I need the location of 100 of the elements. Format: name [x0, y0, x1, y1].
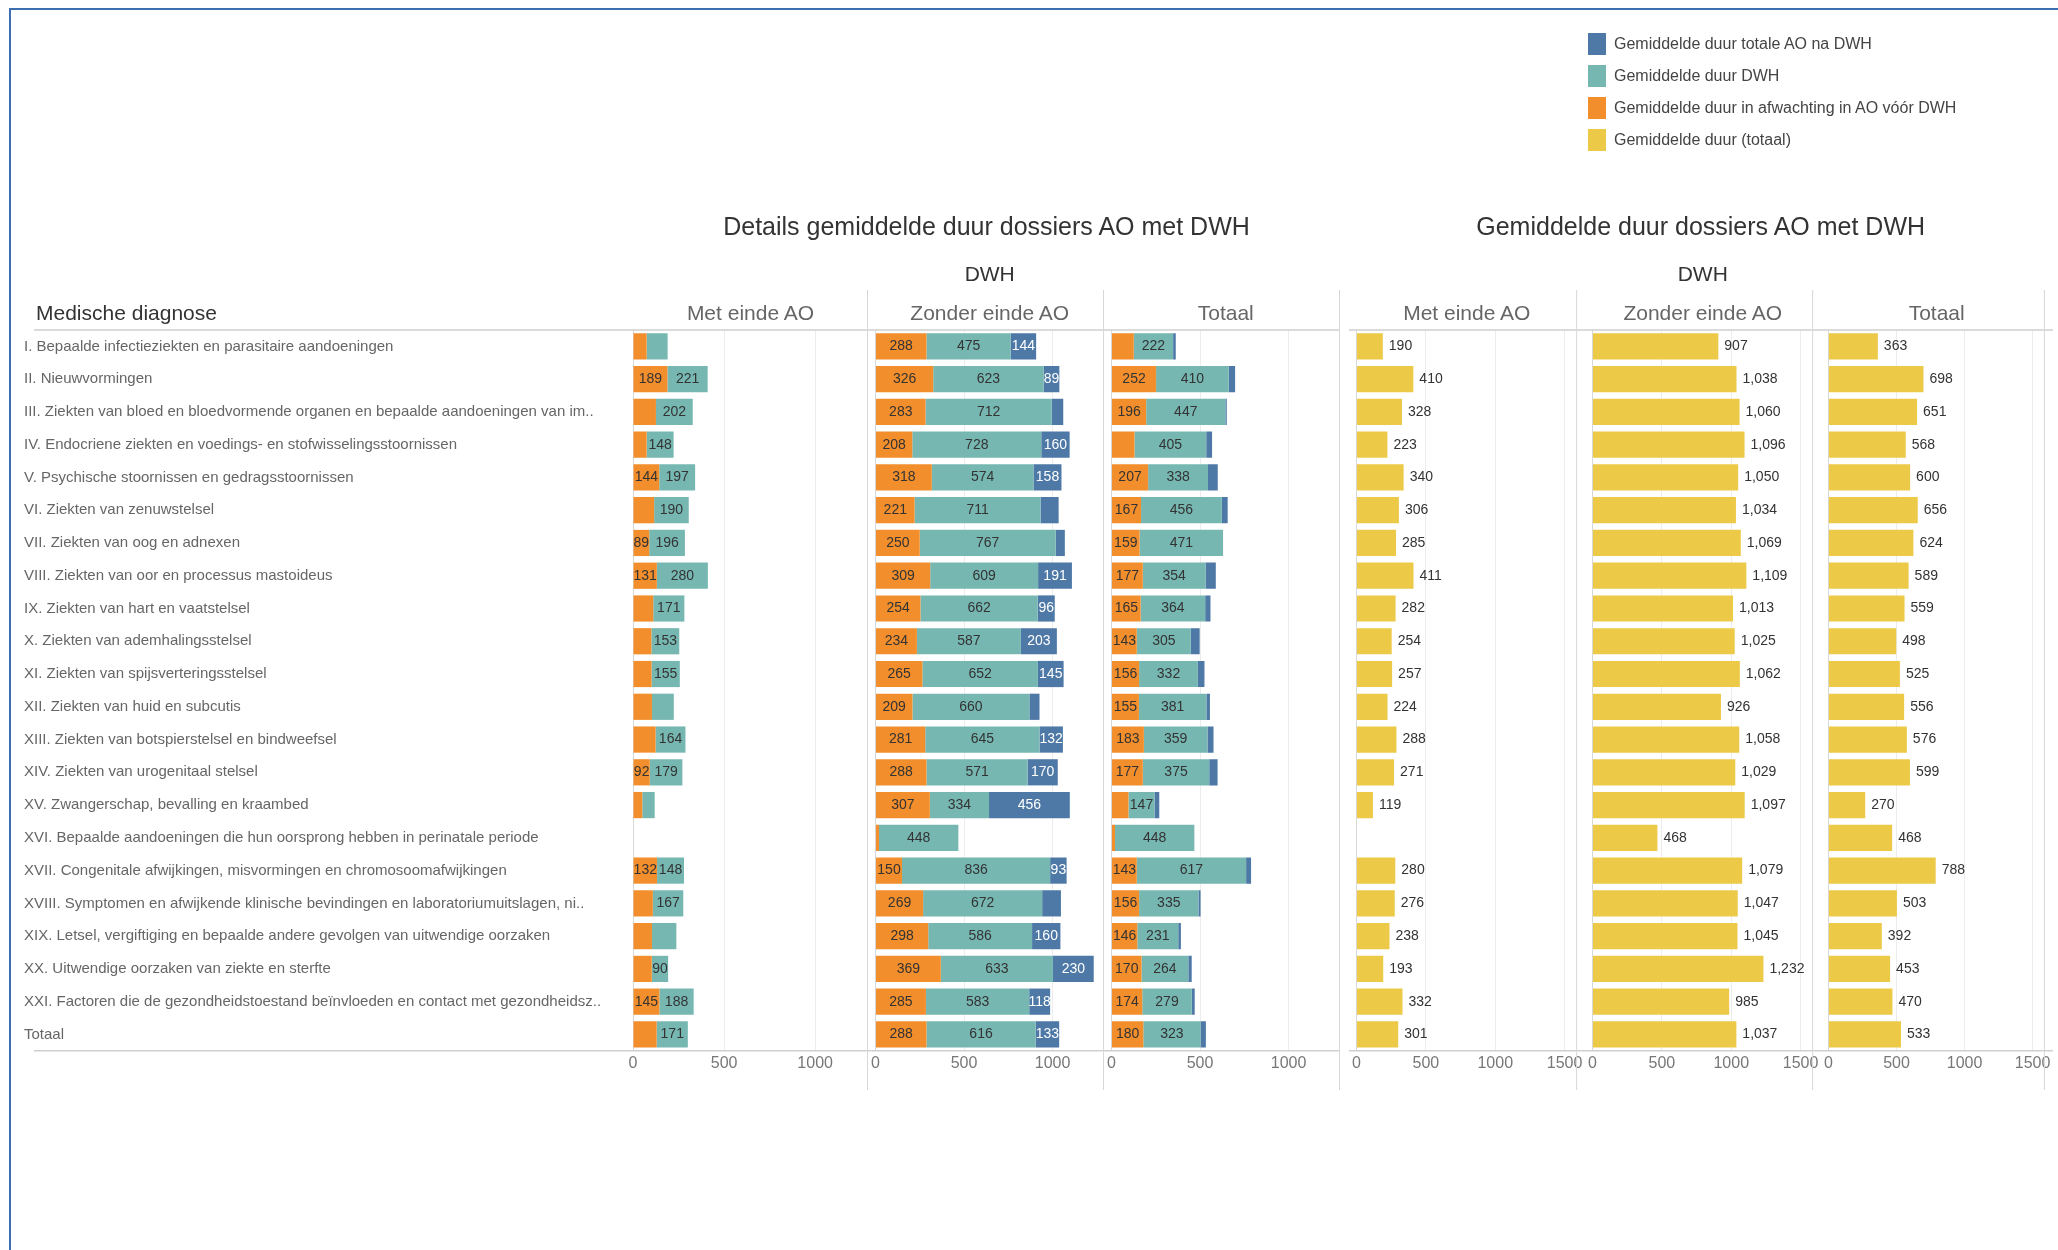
bar — [1592, 398, 1740, 426]
data-label: 470 — [1898, 992, 1922, 1009]
data-label: 179 — [654, 763, 678, 780]
data-label: 788 — [1941, 861, 1966, 878]
data-label: 145 — [1039, 664, 1063, 681]
data-label: 471 — [1169, 533, 1194, 550]
x-tick-label: 1500 — [1782, 1053, 1819, 1071]
bar — [1356, 529, 1396, 557]
bar — [1828, 529, 1914, 557]
bar — [1356, 595, 1396, 622]
bar — [1592, 562, 1747, 589]
text: Details gemiddelde duur dossiers AO met DWH — [722, 212, 1251, 241]
bar — [1828, 398, 1918, 426]
data-label: 307 — [891, 795, 915, 812]
data-label: 616 — [969, 1025, 993, 1042]
bar — [1356, 1021, 1399, 1048]
bar — [1356, 693, 1388, 720]
x-tick-label: 500 — [1648, 1053, 1676, 1071]
x-tick-label: 0 — [628, 1053, 638, 1071]
data-label: 171 — [660, 1025, 685, 1042]
data-label: 1,060 — [1745, 402, 1781, 419]
data-label: 381 — [1160, 697, 1185, 714]
data-label: 533 — [1907, 1025, 1931, 1042]
data-label: 364 — [1161, 599, 1185, 616]
x-tick-label: 500 — [1186, 1053, 1214, 1071]
data-label: 167 — [1114, 501, 1139, 518]
text: DWH — [1676, 262, 1729, 286]
x-tick-label: 1000 — [1946, 1053, 1983, 1071]
data-label: 153 — [653, 632, 678, 649]
data-label: 89 — [1043, 370, 1060, 386]
bar — [914, 497, 1041, 524]
data-label: 269 — [887, 894, 912, 911]
data-label: 155 — [654, 664, 678, 681]
data-label: 193 — [1389, 959, 1413, 976]
y-tick-label: III. Ziekten van bloed en bloedvormende organen en bepaalde aandoeningen van im.. — [24, 402, 594, 420]
bar — [1828, 628, 1897, 655]
x-tick-label: 1000 — [1270, 1053, 1307, 1071]
bar — [1205, 562, 1216, 589]
data-label: 672 — [970, 894, 995, 911]
bar — [1142, 988, 1192, 1015]
y-tick-label: XVIII. Symptomen en afwijkende klinische bevindingen en laboratoriumuitslagen, ni.. — [24, 893, 585, 911]
chart-title: Met einde AO — [1403, 301, 1531, 324]
bar — [875, 791, 930, 819]
bar — [1356, 464, 1404, 491]
x-tick-label: 500 — [950, 1053, 978, 1071]
data-label: 118 — [1028, 992, 1052, 1009]
data-label: 907 — [1724, 337, 1748, 354]
data-label: 221 — [675, 370, 700, 386]
data-label: 660 — [959, 697, 983, 714]
data-label: 767 — [976, 533, 1000, 550]
data-label: 571 — [965, 763, 989, 780]
data-label: 144 — [634, 468, 659, 485]
data-label: 468 — [1663, 828, 1687, 845]
data-label: 617 — [1179, 861, 1204, 878]
bar — [1136, 857, 1247, 884]
data-label: 326 — [892, 370, 917, 386]
data-label: 156 — [1113, 894, 1138, 911]
data-label: 119 — [1378, 795, 1402, 812]
bar — [653, 595, 685, 622]
data-label: 207 — [1118, 468, 1142, 485]
data-label: 158 — [1035, 468, 1060, 485]
data-label: 475 — [956, 337, 981, 354]
bar — [926, 759, 1028, 786]
data-label: 143 — [1112, 861, 1137, 878]
data-label: 453 — [1896, 959, 1920, 976]
bar — [926, 1021, 1036, 1048]
data-label: 148 — [658, 861, 683, 878]
bar — [1828, 595, 1905, 622]
data-label: 131 — [633, 566, 658, 583]
bar — [667, 366, 708, 393]
bar — [646, 333, 668, 360]
bar — [1828, 333, 1878, 360]
bar — [931, 464, 1034, 491]
data-label: 392 — [1887, 926, 1912, 943]
data-label: 410 — [1419, 370, 1443, 386]
bar — [940, 955, 1053, 982]
bar — [1356, 660, 1393, 688]
data-label: 197 — [665, 468, 690, 485]
bar — [1828, 857, 1936, 884]
y-tick-label: XIV. Ziekten van urogenitaal stelsel — [24, 762, 258, 780]
data-label: 283 — [889, 402, 913, 419]
data-label: 177 — [1115, 566, 1140, 583]
data-label: 189 — [638, 370, 663, 386]
data-label: 651 — [1923, 402, 1947, 419]
bar — [1356, 791, 1373, 819]
x-tick-label: 0 — [871, 1053, 880, 1071]
data-label: 1,025 — [1740, 632, 1776, 649]
data-label: 728 — [965, 435, 989, 452]
bar — [1188, 955, 1192, 982]
x-tick-label: 1000 — [1477, 1053, 1514, 1071]
x-tick-label: 1000 — [1713, 1053, 1750, 1071]
data-label: 190 — [659, 501, 684, 518]
bar — [1111, 333, 1134, 360]
bar — [642, 791, 655, 819]
legend-label: Gemiddelde duur (totaal) — [1614, 131, 1791, 149]
bar — [1111, 824, 1115, 851]
bar — [1828, 791, 1866, 819]
bar — [1139, 660, 1198, 688]
bar — [1356, 333, 1383, 360]
data-label: 96 — [1038, 599, 1055, 616]
